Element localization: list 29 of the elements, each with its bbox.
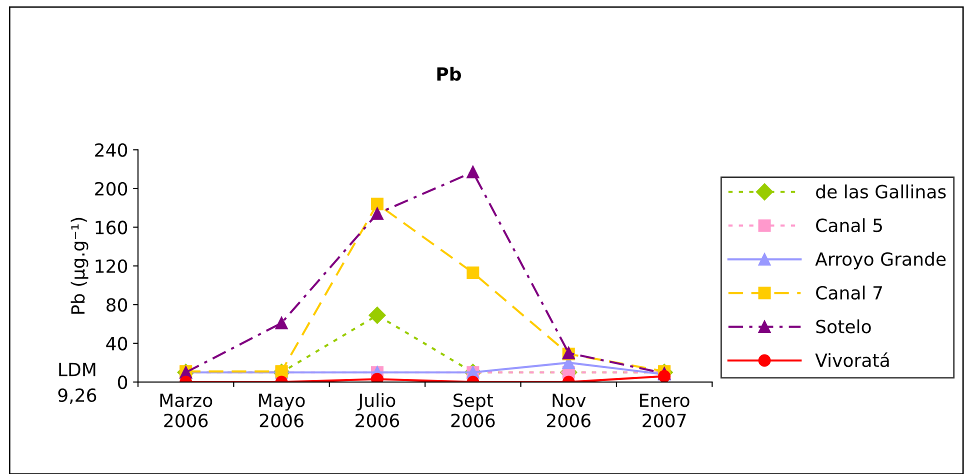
legend-label: Vivoratá xyxy=(815,352,889,368)
x-tick-label: Mayo 2006 xyxy=(259,394,305,428)
x-tick-label: Sept 2006 xyxy=(451,393,495,428)
y-tick-label: 240 xyxy=(95,143,128,157)
legend-label: Canal 7 xyxy=(816,286,882,300)
legend-label: Canal 5 xyxy=(816,218,882,232)
y-tick-label: 200 xyxy=(95,182,128,196)
y-tick-label: 40 xyxy=(106,336,128,350)
legend-label: de las Gallinas xyxy=(816,184,946,198)
point xyxy=(370,198,384,210)
x-tick-label: Marzo 2006 xyxy=(160,394,212,428)
point xyxy=(275,316,288,330)
y-tick-label: 0 xyxy=(118,376,128,390)
chart-title: Pb xyxy=(437,66,461,81)
text: LDM 9,26 xyxy=(58,362,96,404)
point xyxy=(466,166,480,178)
point xyxy=(370,207,384,220)
y-tick-label: 120 xyxy=(96,259,128,274)
point xyxy=(466,266,480,279)
x-tick-label: Julio 2006 xyxy=(356,393,400,428)
legend-label: Arroyo Grande xyxy=(815,252,946,270)
y-tick-label: 80 xyxy=(106,298,128,312)
x-tick-label: Enero 2007 xyxy=(640,394,690,428)
y-axis-title: Pb (μg.g⁻¹) xyxy=(70,218,88,314)
x-tick-label: Nov 2006 xyxy=(546,394,590,428)
legend-label: Sotelo xyxy=(816,319,871,334)
y-tick-label: 160 xyxy=(96,220,128,234)
point xyxy=(658,370,671,382)
point xyxy=(368,306,386,324)
